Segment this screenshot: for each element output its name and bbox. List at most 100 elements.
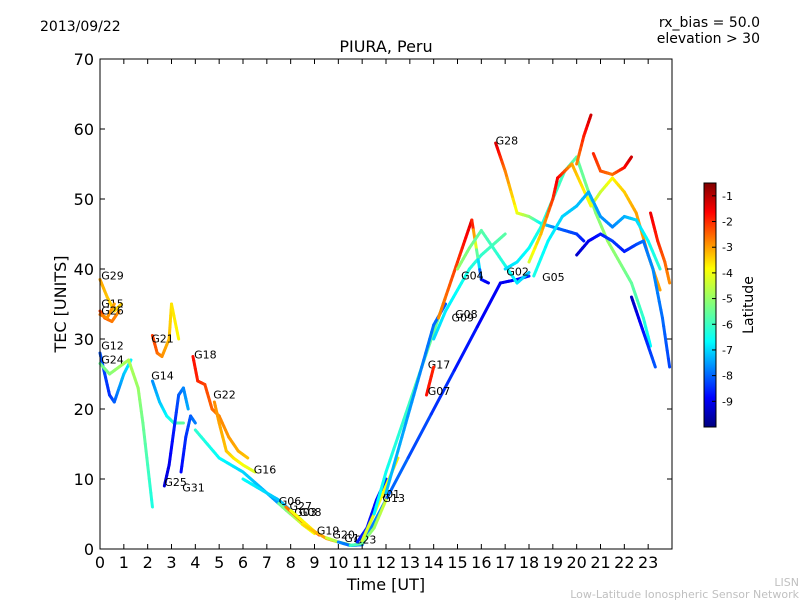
x-tick-label: 17	[495, 553, 515, 572]
satellite-label: G04	[461, 270, 484, 283]
x-tick-label: 23	[638, 553, 658, 572]
satellite-label: G12	[101, 340, 124, 353]
series-track: G31	[179, 414, 205, 495]
series-segment	[656, 262, 662, 271]
series-track: G26	[98, 302, 124, 320]
x-tick-label: 5	[214, 553, 224, 572]
x-tick-label: 13	[400, 553, 420, 572]
y-tick-label: 40	[74, 260, 94, 279]
satellite-label: G08	[455, 308, 478, 321]
chart-title: PIURA, Peru	[339, 37, 432, 56]
satellite-label: G16	[254, 463, 277, 476]
series-segment	[111, 302, 116, 308]
satellite-label: G18	[194, 349, 217, 362]
x-tick-label: 15	[447, 553, 467, 572]
x-tick-label: 12	[376, 553, 396, 572]
date-label: 2013/09/22	[40, 19, 121, 35]
series-track: G21	[150, 302, 181, 358]
series-segment	[478, 268, 483, 281]
series-segment	[667, 278, 672, 285]
plot-area: G29G15G26G12G24G21G14G25G31G18G22G16G06G…	[98, 113, 672, 547]
series-segment	[185, 404, 190, 411]
x-tick-label: 20	[566, 553, 586, 572]
x-tick-label: 1	[119, 553, 129, 572]
series-segment	[525, 271, 531, 276]
series-track: G12	[98, 340, 133, 404]
series-track	[527, 162, 662, 292]
y-axis-label: TEC [UNITS]	[51, 256, 70, 354]
x-tick-label: 14	[423, 553, 443, 572]
series-segment	[244, 455, 250, 460]
x-tick-label: 2	[143, 553, 153, 572]
satellite-label: G29	[101, 270, 124, 283]
colorbar-tick-label: -9	[722, 395, 733, 408]
colorbar-tick-label: -7	[722, 344, 733, 357]
colorbar-tick-label: -2	[722, 216, 733, 229]
series-segment	[311, 530, 316, 536]
colorbar-tick-label: -6	[722, 318, 733, 331]
x-tick-label: 3	[166, 553, 176, 572]
footer-network: Low-Latitude Ionospheric Sensor Network	[570, 588, 799, 600]
series-track	[532, 190, 662, 278]
series-track: G02	[456, 229, 531, 285]
series-segment	[475, 281, 502, 329]
series-segment	[525, 274, 531, 279]
series-segment	[666, 357, 672, 369]
y-axis: 0 10 20 30 40 50 60 70	[74, 50, 672, 559]
bias-label: rx_bias = 50.0	[659, 15, 760, 31]
satellite-label: G22	[213, 389, 236, 402]
series-segment	[251, 469, 257, 474]
x-tick-label: 8	[286, 553, 296, 572]
satellite-label: G24	[101, 354, 124, 367]
series-segment	[628, 155, 633, 161]
series-track	[649, 211, 672, 285]
series-segment	[476, 258, 482, 272]
satellite-label: G09	[452, 312, 475, 325]
y-tick-label: 20	[74, 400, 94, 419]
series-track: G07	[425, 365, 450, 398]
x-tick-label: 11	[352, 553, 372, 572]
satellite-label: G13	[382, 492, 405, 505]
satellite-label: G02	[506, 265, 529, 278]
y-tick-label: 30	[74, 330, 94, 349]
satellite-label: G28	[496, 134, 519, 147]
series-track	[591, 152, 633, 176]
x-axis: 0 1 2 3 4 5 6 7 8 9 10 11 12 13 14 15 16 17 18 19 20 21 22 23	[95, 59, 658, 572]
series-track	[575, 232, 672, 369]
x-tick-label: 6	[238, 553, 248, 572]
series-segment	[430, 365, 436, 374]
satellite-label: G03	[294, 506, 317, 519]
satellite-label: G17	[428, 358, 451, 371]
series-segment	[406, 412, 433, 460]
series-segment	[175, 331, 181, 341]
y-tick-label: 50	[74, 190, 94, 209]
series-segment	[656, 282, 662, 292]
series-track: G10	[336, 274, 531, 547]
x-tick-label: 7	[262, 553, 272, 572]
y-tick-label: 10	[74, 470, 94, 489]
series-segment	[588, 113, 593, 120]
series-segment	[193, 420, 197, 425]
series-track: G18	[191, 349, 250, 460]
series-track: G13	[360, 456, 405, 543]
x-tick-label: 18	[519, 553, 539, 572]
satellite-label: G20	[332, 529, 355, 542]
series-track: G22	[212, 389, 257, 474]
series-track: G16	[193, 428, 293, 516]
series-track	[629, 295, 657, 369]
y-tick-label: 0	[84, 540, 94, 559]
series-segment	[470, 218, 475, 232]
series-segment	[452, 325, 479, 372]
y-tick-label: 70	[74, 50, 94, 69]
series-segment	[116, 309, 121, 315]
series-track: G24	[98, 354, 154, 509]
x-tick-label: 10	[328, 553, 348, 572]
series-track: G09	[384, 302, 475, 495]
series-track	[575, 113, 593, 166]
elevation-label: elevation > 30	[657, 31, 760, 47]
series-segment	[581, 238, 586, 243]
x-tick-label: 19	[543, 553, 563, 572]
colorbar-tick-label: -5	[722, 293, 733, 306]
y-tick-label: 60	[74, 120, 94, 139]
